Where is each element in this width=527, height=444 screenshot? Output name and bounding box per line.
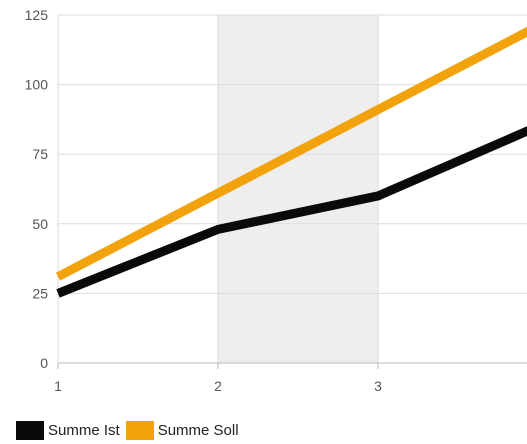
legend-swatch-summe-ist: [16, 421, 44, 440]
legend-swatch-summe-soll: [125, 421, 154, 440]
series-line-summe-ist: [56, 126, 527, 298]
series-line-summe-soll: [55, 26, 527, 281]
y-tick-label-25: 25: [32, 285, 48, 301]
shaded-band: [218, 15, 378, 363]
x-tick-label-1: 1: [54, 378, 62, 394]
legend-label-summe-ist: Summe Ist: [48, 422, 120, 439]
shaded-band-layer: [218, 15, 378, 363]
y-tick-label-75: 75: [32, 146, 48, 162]
axis-layer: [57, 15, 527, 369]
x-tick-label-3: 3: [374, 378, 382, 394]
legend-item-summe-ist[interactable]: Summe Ist: [16, 421, 120, 440]
series-layer: [55, 26, 527, 298]
chart-legend: Summe Ist Summe Soll: [16, 421, 239, 440]
y-tick-label-100: 100: [25, 77, 49, 93]
legend-label-summe-soll: Summe Soll: [157, 422, 239, 439]
x-tick-label-2: 2: [214, 378, 222, 394]
y-tick-label-50: 50: [32, 216, 48, 232]
legend-item-summe-soll[interactable]: Summe Soll: [125, 421, 239, 440]
tick-label-layer: 0 25 50 75 100 125 1 2 3: [25, 7, 382, 394]
y-tick-label-0: 0: [40, 355, 48, 371]
y-tick-label-125: 125: [25, 7, 49, 23]
